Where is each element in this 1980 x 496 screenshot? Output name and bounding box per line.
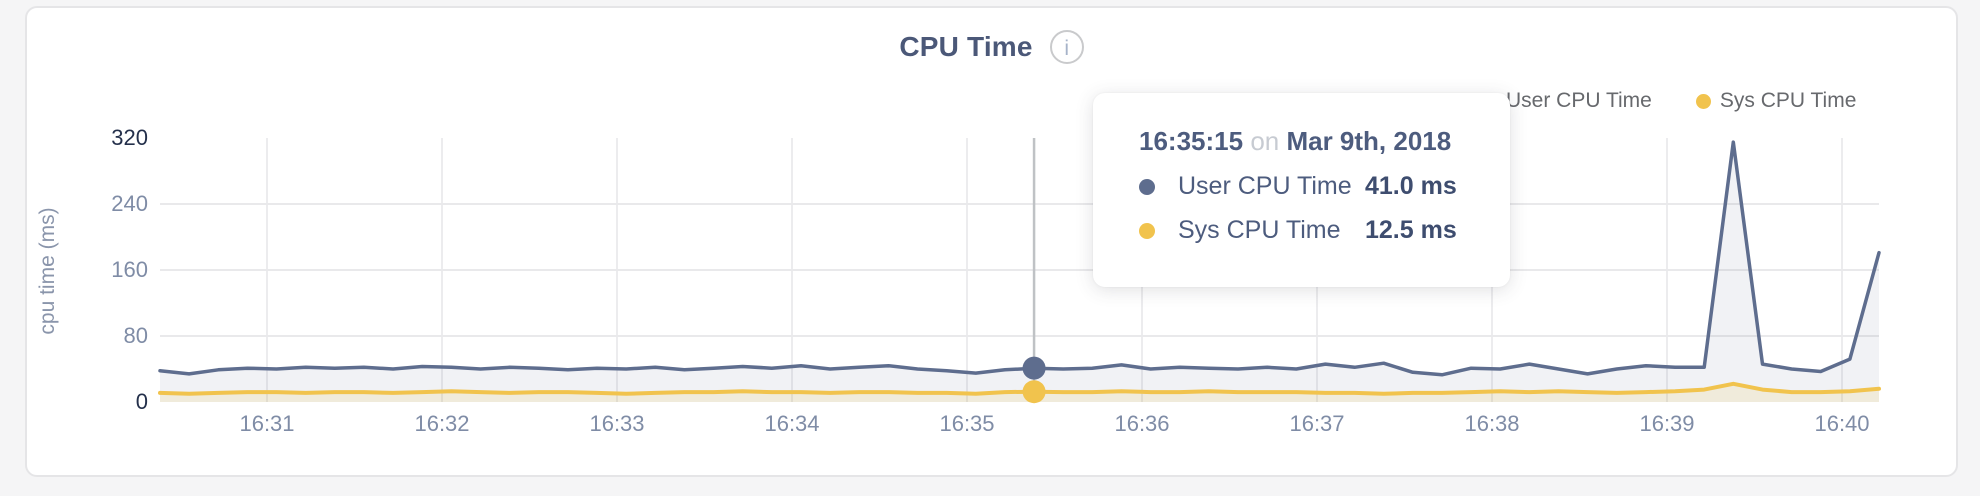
x-tick-label: 16:36 (1114, 411, 1170, 436)
x-tick-label: 16:40 (1814, 411, 1870, 436)
legend-label: Sys CPU Time (1719, 89, 1857, 112)
x-tick-label: 16:39 (1639, 411, 1695, 436)
tooltip-conjunction: on (1250, 126, 1280, 156)
tooltip: 16:35:15 on Mar 9th, 2018 User CPU Time 4… (1093, 93, 1510, 287)
x-tick-label: 16:32 (414, 411, 470, 436)
x-tick-label: 16:37 (1289, 411, 1345, 436)
legend-dot-icon (1695, 93, 1711, 109)
y-tick-label: 160 (111, 257, 148, 282)
y-tick-label: 320 (111, 125, 148, 150)
tooltip-series-dot-icon (1139, 178, 1155, 195)
sys-hover-dot (1022, 380, 1046, 404)
y-tick-label: 0 (135, 389, 148, 414)
tooltip-series-value: 41.0 ms (1365, 172, 1457, 200)
chart-title: CPU Time (899, 31, 1033, 62)
x-tick-label: 16:38 (1464, 411, 1520, 436)
user-cpu-area (160, 142, 1879, 402)
tooltip-timestamp: 16:35:15 on Mar 9th, 2018 (1139, 126, 1510, 157)
tooltip-series-label: Sys CPU Time (1178, 216, 1341, 244)
tooltip-row: Sys CPU Time 12.5 ms (1139, 216, 1510, 245)
x-tick-label: 16:31 (239, 411, 295, 436)
tooltip-series-label: User CPU Time (1178, 172, 1352, 200)
chart-card (25, 6, 1958, 477)
tooltip-series-dot-icon (1139, 222, 1155, 239)
legend-item-sys-cpu-time[interactable]: Sys CPU Time (1695, 89, 1857, 113)
tooltip-row: User CPU Time 41.0 ms (1139, 172, 1510, 201)
tooltip-date: Mar 9th, 2018 (1286, 126, 1452, 156)
info-icon[interactable]: i (1049, 30, 1084, 64)
user-hover-dot (1022, 356, 1046, 380)
x-tick-label: 16:33 (589, 411, 645, 436)
x-tick-label: 16:34 (764, 411, 820, 436)
tooltip-time: 16:35:15 (1139, 126, 1244, 156)
x-tick-label: 16:35 (939, 411, 995, 436)
user-cpu-line (158, 140, 1881, 377)
legend-label: User CPU Time (1506, 89, 1652, 112)
tooltip-series-value: 12.5 ms (1365, 216, 1457, 244)
sys-cpu-line (158, 381, 1881, 396)
y-tick-label: 240 (111, 191, 148, 216)
plot-area[interactable] (158, 138, 1881, 404)
legend: User CPU Time Sys CPU Time (1482, 89, 1856, 113)
y-tick-label: 80 (123, 323, 148, 348)
chart-header: CPU Time i (25, 30, 1958, 64)
